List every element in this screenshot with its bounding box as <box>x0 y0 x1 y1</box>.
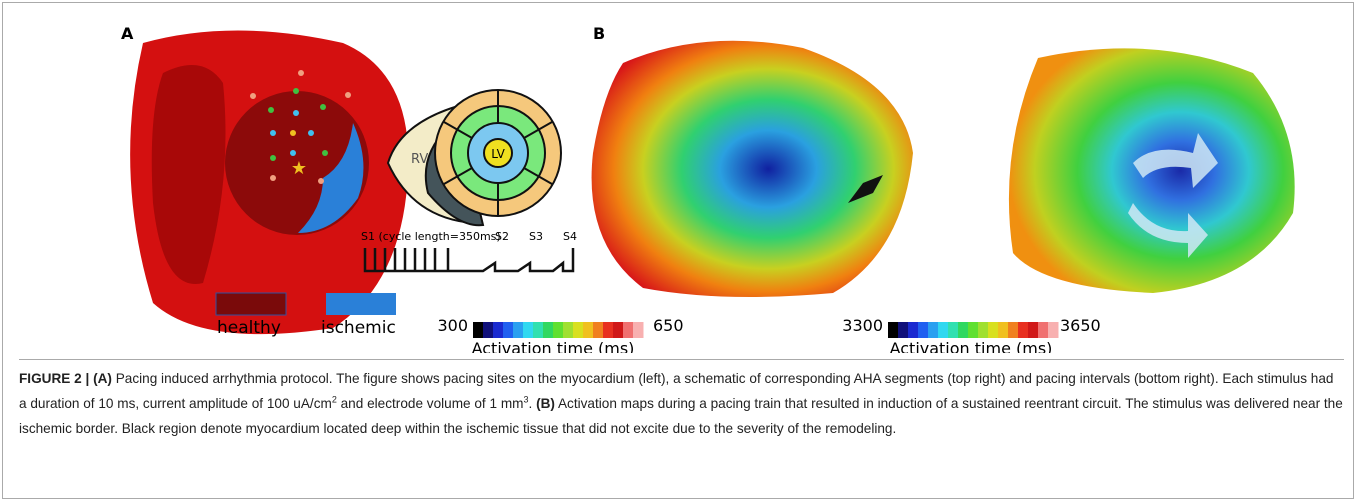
colorbar-step <box>1048 322 1059 338</box>
colorbar-step <box>1018 322 1029 338</box>
colorbar-step <box>603 322 614 338</box>
figure-frame: A ★ RV LV S1 (cycle length=350ms) S2 S3 … <box>2 2 1354 499</box>
colorbar-max: 3650 <box>1060 316 1101 335</box>
colorbar-step <box>928 322 939 338</box>
lv-label: LV <box>491 147 505 161</box>
pacing-trace <box>365 248 573 271</box>
colorbar-step <box>918 322 929 338</box>
colorbar-step <box>563 322 574 338</box>
colorbar-step <box>998 322 1009 338</box>
colorbar-min: 300 <box>437 316 468 335</box>
colorbar-step <box>948 322 959 338</box>
caption-a-label: (A) <box>93 371 112 386</box>
colorbar-step <box>888 322 899 338</box>
s4-label: S4 <box>563 230 577 243</box>
colorbar-label: Activation time (ms) <box>472 339 635 353</box>
activation-map <box>592 41 913 297</box>
colorbar-step <box>978 322 989 338</box>
colorbar-step <box>898 322 909 338</box>
colorbar-min: 3300 <box>842 316 883 335</box>
colorbar-step <box>958 322 969 338</box>
colorbar-step <box>473 322 484 338</box>
protocol-label: S1 (cycle length=350ms) <box>361 230 501 243</box>
legend-label: ischemic <box>321 318 396 338</box>
legend-swatch <box>216 293 286 315</box>
colorbar-step <box>483 322 494 338</box>
colorbar-step <box>988 322 999 338</box>
colorbar-step <box>573 322 584 338</box>
colorbar-step <box>968 322 979 338</box>
caption-text: and electrode volume of 1 mm <box>337 396 524 411</box>
caption-b-label: (B) <box>536 396 555 411</box>
colorbar-step <box>633 322 644 338</box>
figure: A ★ RV LV S1 (cycle length=350ms) S2 S3 … <box>3 3 1355 353</box>
colorbar-step <box>1038 322 1049 338</box>
legend-swatch <box>326 293 396 315</box>
colorbar-step <box>523 322 534 338</box>
colorbar-label: Activation time (ms) <box>890 339 1053 353</box>
colorbar-step <box>623 322 634 338</box>
svg-text:★: ★ <box>291 158 307 179</box>
colorbar-step <box>553 322 564 338</box>
colorbar-step <box>503 322 514 338</box>
colorbar-step <box>513 322 524 338</box>
caption-label: FIGURE 2 | <box>19 371 89 386</box>
rv-label: RV <box>411 152 428 167</box>
colorbar <box>888 322 1059 338</box>
legend-label: healthy <box>217 318 281 338</box>
colorbar <box>473 322 644 338</box>
colorbar-step <box>493 322 504 338</box>
colorbar-max: 650 <box>653 316 684 335</box>
caption: FIGURE 2 | (A) Pacing induced arrhythmia… <box>19 359 1344 441</box>
colorbar-step <box>1008 322 1019 338</box>
panel-label: B <box>593 24 605 43</box>
colorbar-step <box>543 322 554 338</box>
s2-label: S2 <box>495 230 509 243</box>
caption-text: . <box>529 396 537 411</box>
colorbar-step <box>593 322 604 338</box>
colorbar-step <box>908 322 919 338</box>
colorbar-step <box>583 322 594 338</box>
s3-label: S3 <box>529 230 543 243</box>
colorbar-step <box>1028 322 1039 338</box>
colorbar-step <box>533 322 544 338</box>
colorbar-step <box>938 322 949 338</box>
colorbar-step <box>613 322 624 338</box>
panel-label: A <box>121 24 134 43</box>
